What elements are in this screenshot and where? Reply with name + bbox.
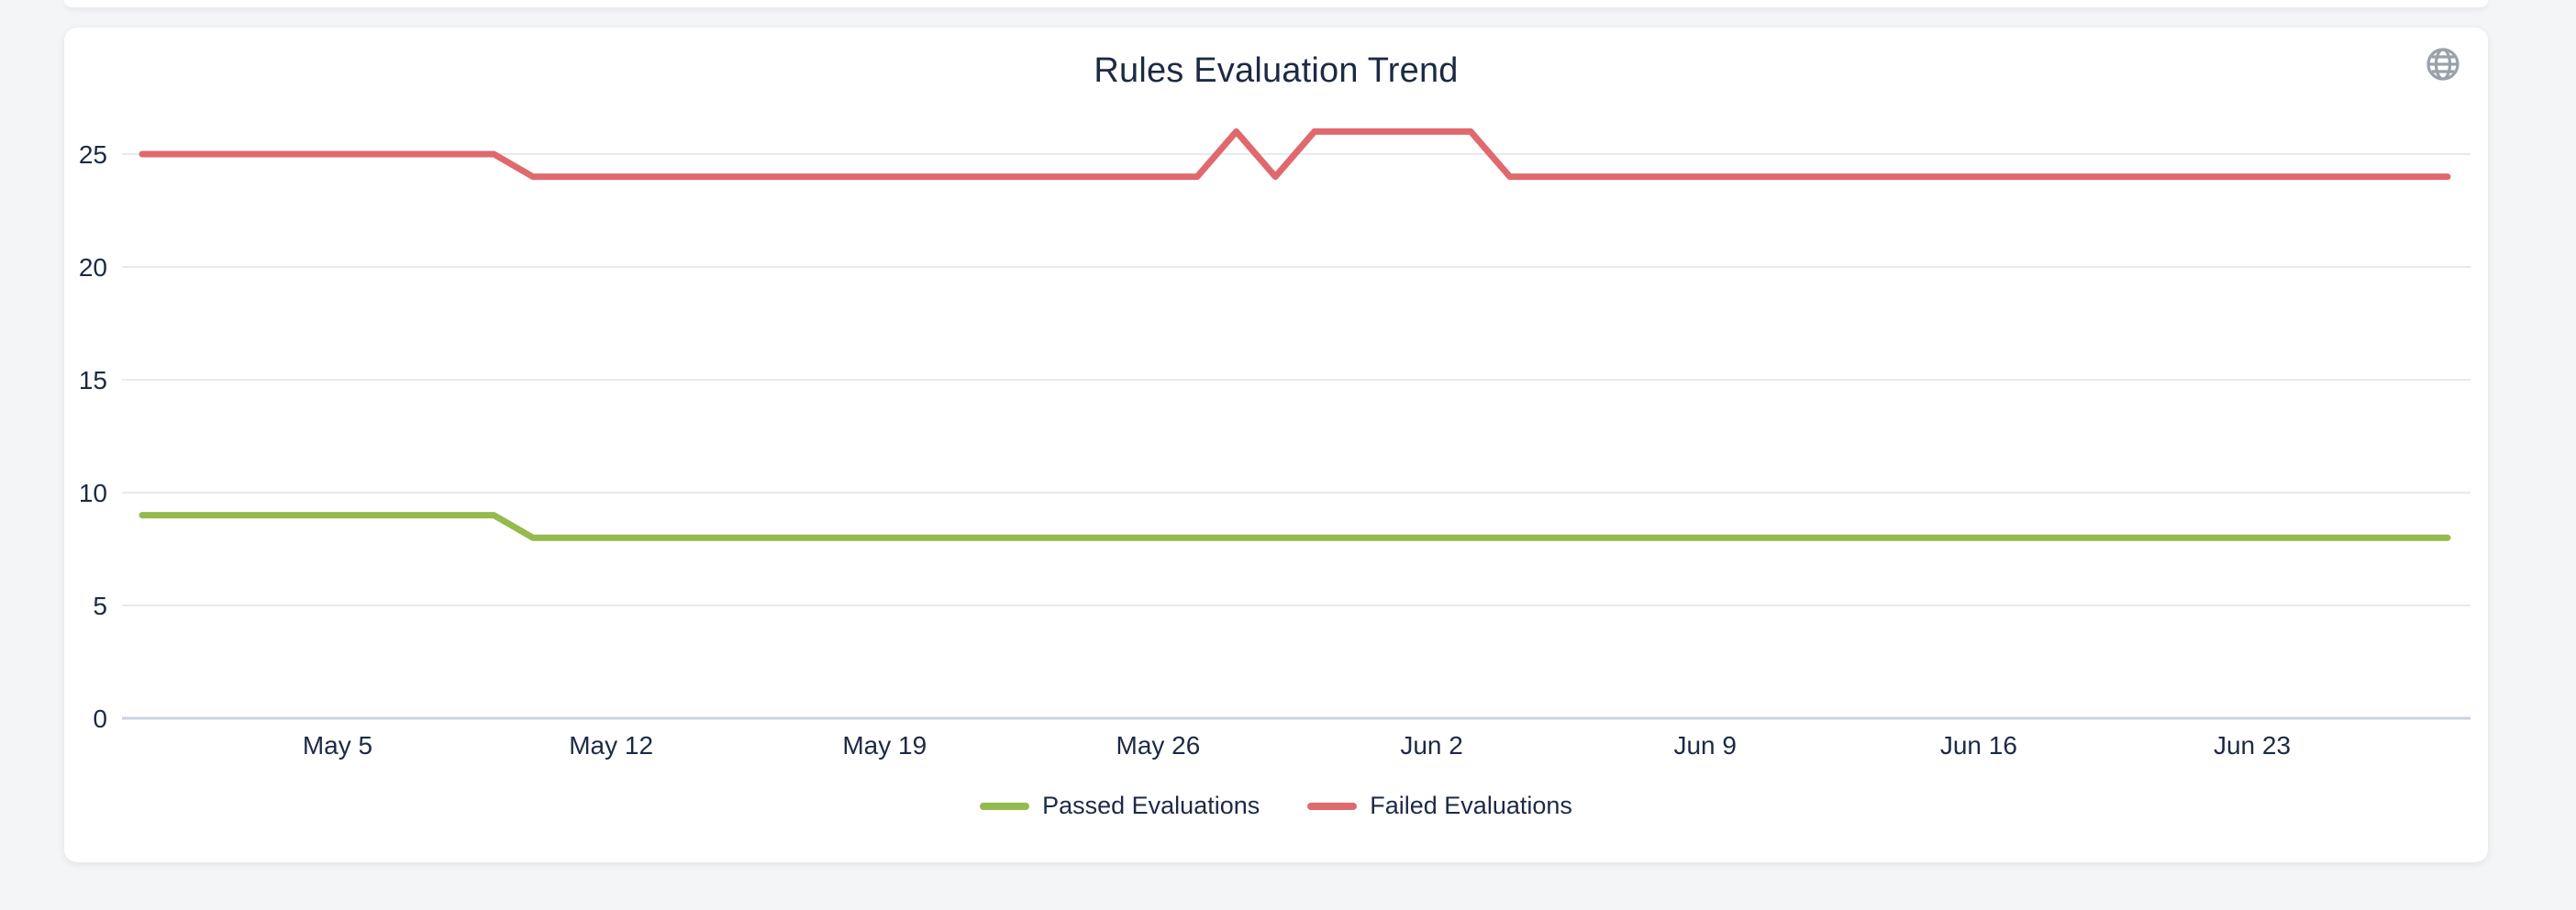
y-tick-label: 15: [79, 366, 107, 394]
legend-swatch-failed: [1307, 802, 1358, 810]
series-line-passed-evaluations: [139, 512, 2451, 541]
x-tick-label: May 26: [1116, 731, 1201, 760]
globe-button[interactable]: [2423, 44, 2463, 84]
y-tick-label: 5: [93, 592, 107, 620]
chart-card: Rules Evaluation Trend 0 5 10 15 20 25 May 5 Ma…: [64, 28, 2488, 862]
chart-title: Rules Evaluation Trend: [1094, 51, 1459, 90]
x-tick-label: Jun 2: [1400, 731, 1463, 760]
legend-label-failed: Failed Evaluations: [1370, 792, 1572, 819]
previous-card-strip: [64, 0, 2488, 7]
x-tick-label: Jun 16: [1940, 731, 2017, 760]
globe-icon: [2426, 48, 2459, 81]
y-tick-label: 25: [79, 140, 107, 169]
chart-legend: Passed Evaluations Failed Evaluations: [64, 792, 2488, 820]
legend-swatch-passed: [980, 802, 1030, 810]
rules-evaluation-trend-chart: 0 5 10 15 20 25 May 5 May 12 May 19 May 26 Jun 2 Ju…: [79, 128, 2471, 760]
x-tick-label: May 19: [842, 731, 927, 760]
x-tick-label: May 5: [303, 731, 372, 760]
legend-item-failed-evaluations[interactable]: Failed Evaluations: [1307, 792, 1572, 820]
y-tick-label: 0: [93, 705, 107, 733]
x-tick-label: May 12: [569, 731, 653, 760]
legend-item-passed-evaluations[interactable]: Passed Evaluations: [980, 792, 1260, 820]
x-tick-label: Jun 23: [2214, 731, 2291, 760]
y-tick-label: 10: [79, 479, 107, 507]
x-tick-label: Jun 9: [1673, 731, 1737, 760]
series-line-failed-evaluations: [139, 128, 2451, 181]
legend-label-passed: Passed Evaluations: [1042, 792, 1260, 819]
y-tick-label: 20: [79, 253, 107, 282]
